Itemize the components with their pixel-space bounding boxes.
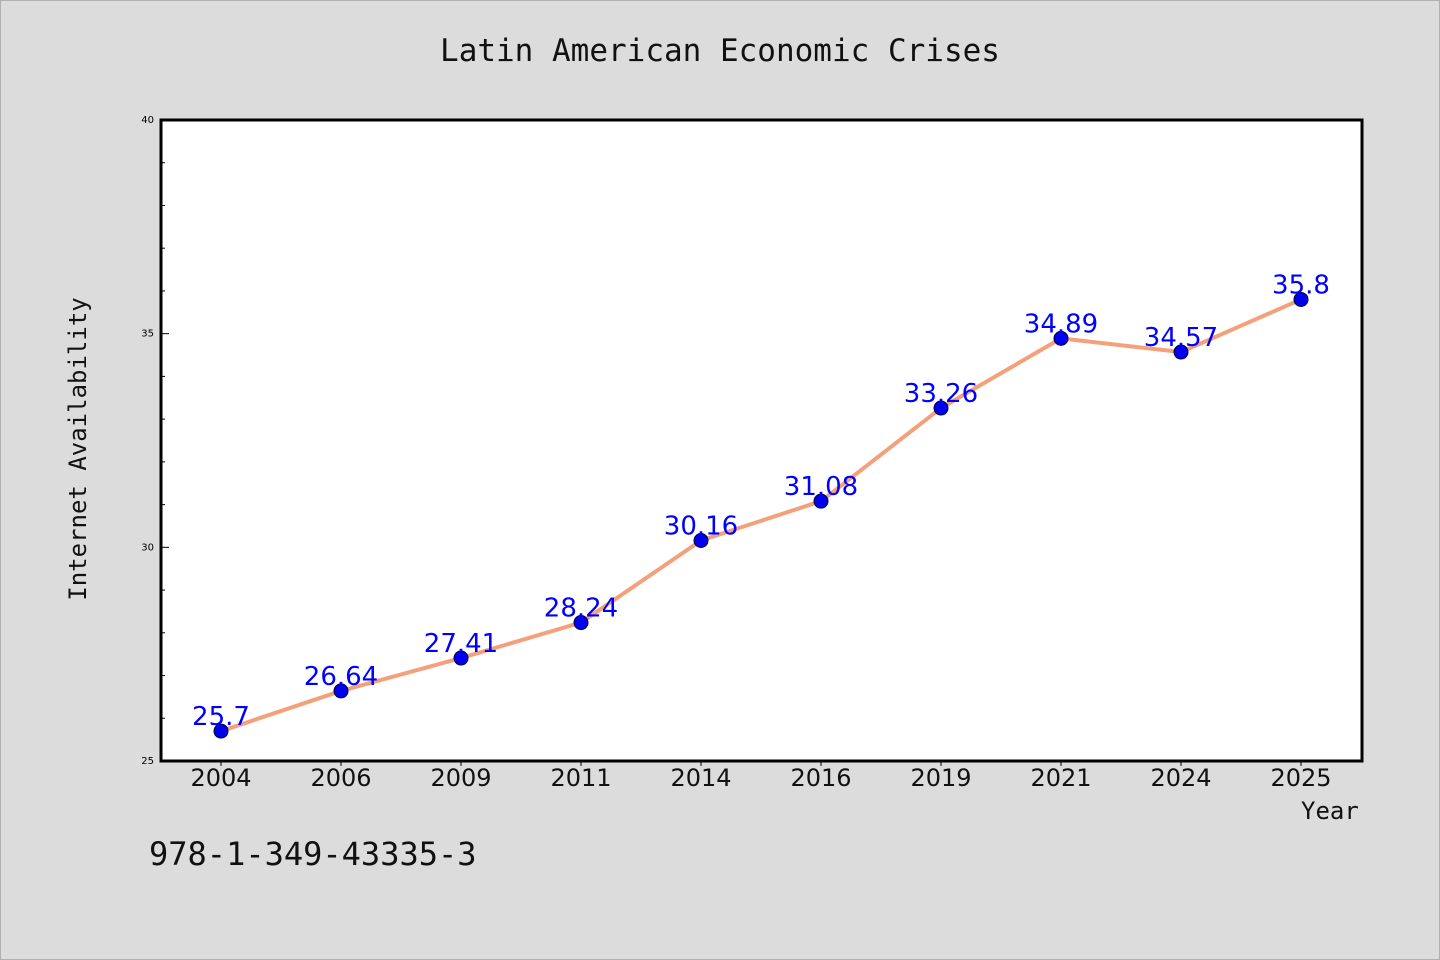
x-tick-label: 2016 (790, 764, 851, 792)
data-label: 25.7 (192, 702, 250, 732)
data-label: 34.89 (1024, 309, 1098, 339)
plot-frame (159, 118, 1364, 763)
x-tick-label: 2004 (190, 764, 251, 792)
x-tick-label: 2019 (910, 764, 971, 792)
x-axis-label: Year (1301, 797, 1359, 825)
y-tick-label: 40 (141, 115, 154, 126)
data-point (933, 400, 949, 416)
data-label: 35.8 (1272, 270, 1330, 300)
data-label: 34.57 (1144, 323, 1218, 353)
data-label: 26.64 (304, 662, 378, 692)
data-point (1173, 344, 1189, 360)
data-label: 28.24 (544, 594, 618, 624)
data-point (813, 493, 829, 509)
y-tick-label: 30 (141, 542, 154, 553)
x-tick-label: 2006 (310, 764, 371, 792)
x-tick-label: 2025 (1270, 764, 1331, 792)
x-tick-label: 2009 (430, 764, 491, 792)
y-tick-label: 25 (141, 756, 154, 767)
x-tick-label: 2021 (1030, 764, 1091, 792)
data-point (333, 683, 349, 699)
chart-title: Latin American Economic Crises (440, 33, 1000, 69)
data-point (1293, 291, 1309, 307)
x-tick-label: 2024 (1150, 764, 1211, 792)
footer-code: 978-1-349-43335-3 (149, 835, 477, 873)
data-point (453, 650, 469, 666)
x-tick-label: 2014 (670, 764, 731, 792)
data-point (693, 532, 709, 548)
series-line (219, 297, 1303, 734)
plot-background (161, 120, 1362, 761)
data-label: 31.08 (784, 472, 858, 502)
data-point (213, 723, 229, 739)
x-tick-label: 2011 (550, 764, 611, 792)
data-point (1053, 330, 1069, 346)
y-tick-label: 35 (141, 329, 154, 340)
data-label: 30.16 (664, 511, 738, 541)
data-point (573, 615, 589, 631)
data-label: 27.41 (424, 629, 498, 659)
data-label: 33.26 (904, 379, 978, 409)
